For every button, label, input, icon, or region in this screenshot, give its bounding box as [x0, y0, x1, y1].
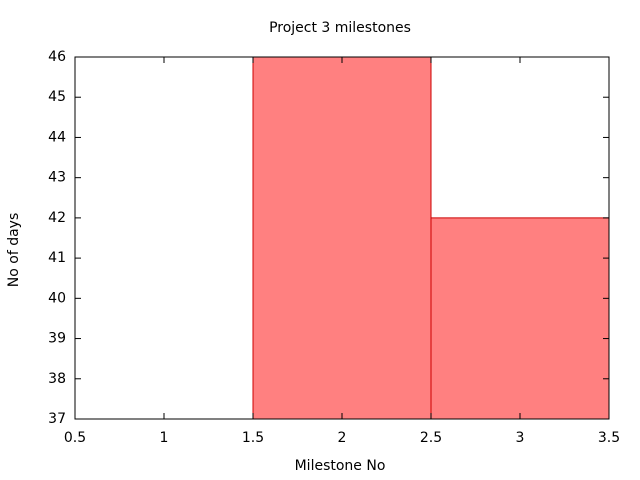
y-tick-label: 41 — [48, 250, 66, 266]
y-tick-label: 44 — [48, 129, 66, 145]
y-tick-label: 38 — [48, 371, 66, 387]
x-tick-label: 3 — [516, 430, 525, 446]
x-tick-label: 1.5 — [242, 430, 264, 446]
y-tick-label: 40 — [48, 290, 66, 306]
x-tick-label: 3.5 — [598, 430, 620, 446]
y-tick-label: 42 — [48, 210, 66, 226]
x-tick-label: 1 — [160, 430, 169, 446]
y-axis-label: No of days — [6, 213, 22, 287]
chart-title: Project 3 milestones — [269, 20, 411, 36]
y-tick-label: 45 — [48, 89, 66, 105]
y-tick-label: 46 — [48, 49, 66, 65]
y-tick-label: 39 — [48, 331, 66, 347]
y-tick-label: 43 — [48, 170, 66, 186]
bar — [252, 56, 432, 420]
x-axis-label: Milestone No — [295, 458, 386, 474]
x-tick-label: 2.5 — [420, 430, 442, 446]
x-tick-label: 2 — [338, 430, 347, 446]
bar — [430, 217, 610, 420]
y-tick-label: 37 — [48, 411, 66, 427]
x-tick-label: 0.5 — [64, 430, 86, 446]
